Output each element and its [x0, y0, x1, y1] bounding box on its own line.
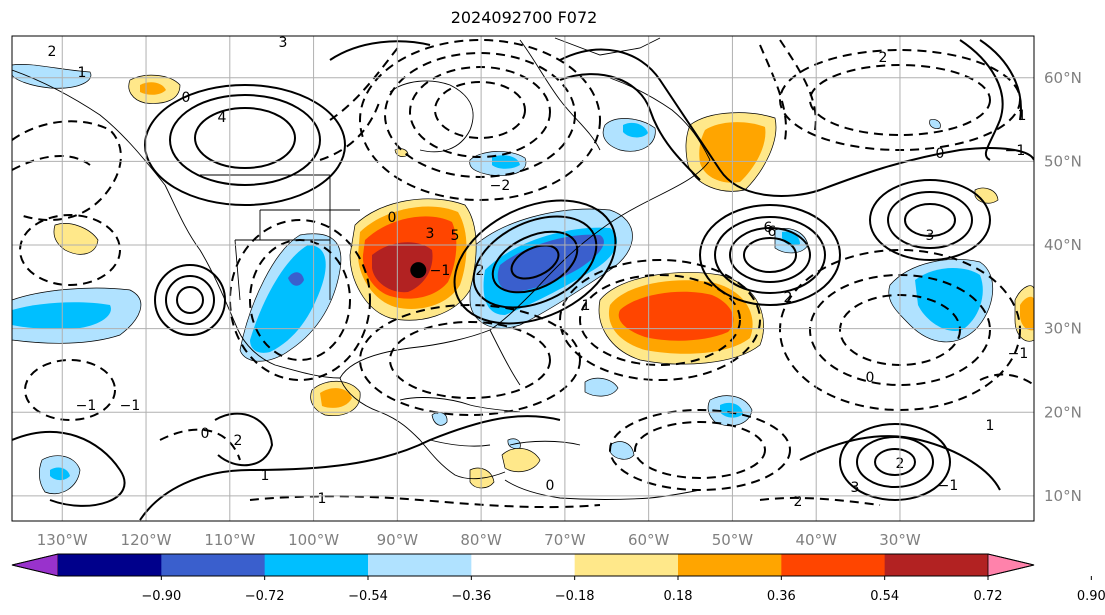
contour-value-label: 2: [784, 290, 793, 306]
contour-value-label: 3: [426, 226, 435, 242]
latitude-label: 20°N: [1044, 403, 1082, 421]
colorbar-tick-label: 0.36: [767, 589, 796, 604]
contour-value-label: −1: [76, 398, 97, 414]
contour-value-label: −1: [938, 478, 959, 494]
contour-value-label: 1: [986, 418, 995, 434]
solid-contours: [12, 39, 1034, 521]
colorbar-tick-label: −0.72: [245, 589, 285, 604]
contour-value-label: 1: [1018, 108, 1027, 124]
longitude-label: 50°W: [712, 531, 754, 549]
colorbar-tick-label: 0.72: [974, 589, 1003, 604]
storm-center-marker: [410, 262, 427, 279]
contour-value-label: −1: [120, 398, 141, 414]
map-frame: [11, 35, 1035, 522]
colorbar-segment: [368, 554, 472, 576]
latitude-label: 30°N: [1044, 320, 1082, 338]
colorbar-tick-label: 0.90: [1077, 589, 1105, 604]
colorbar-tick-label: −0.54: [348, 589, 388, 604]
longitude-labels: 130°W 120°W 110°W 100°W 90°W 80°W 70°W 60°W 50°W…: [37, 531, 921, 549]
contour-value-label: 2: [476, 263, 485, 279]
colorbar-tick-label: 0.18: [664, 589, 693, 604]
colorbar-tick-label: 0.54: [870, 589, 899, 604]
longitude-label: 130°W: [37, 531, 88, 549]
colorbar-segment: [58, 554, 162, 576]
latitude-label: 10°N: [1044, 487, 1082, 505]
colorbar-outline: [11, 553, 1035, 577]
contour-value-label: −1: [1008, 346, 1029, 362]
contour-value-label: 0: [866, 370, 875, 386]
contour-value-label: 0: [546, 478, 555, 494]
contour-value-label: 4: [218, 110, 227, 126]
latitude-label: 40°N: [1044, 236, 1082, 254]
longitude-label: 60°W: [628, 531, 670, 549]
colorbar-segment: [678, 554, 782, 576]
contour-value-label: 2: [879, 50, 888, 66]
latitude-labels: 60°N 50°N 40°N 30°N 20°N 10°N: [1044, 69, 1082, 505]
colorbar-tick-labels: −0.90 −0.72 −0.54 −0.36 −0.18 0.18 0.36 0.54 0.7…: [141, 576, 1105, 604]
positive-anomaly-extreme: [372, 242, 433, 293]
colorbar-tick-label: −0.18: [555, 589, 595, 604]
contour-value-label: 3: [851, 480, 860, 496]
colorbar-segment: [471, 554, 576, 576]
contour-value-label: 2: [794, 494, 803, 510]
colorbar-segment: [574, 554, 679, 576]
contour-value-label: 6: [768, 224, 777, 240]
colorbar-extend-min: [11, 553, 59, 577]
longitude-label: 120°W: [121, 531, 172, 549]
coastlines: [12, 37, 711, 500]
contour-value-label: 0: [182, 90, 191, 106]
contour-value-label: −1: [1005, 143, 1026, 159]
plot-title: 2024092700 F072: [450, 8, 598, 27]
longitude-label: 70°W: [544, 531, 586, 549]
contour-value-label: 0: [936, 146, 945, 162]
longitude-label: 100°W: [288, 531, 339, 549]
latitude-label: 50°N: [1044, 152, 1082, 170]
colorbar-tick-label: −0.90: [141, 589, 181, 604]
contour-value-label: 1: [78, 65, 87, 81]
colorbar: [11, 553, 1035, 577]
longitude-label: 30°W: [879, 531, 921, 549]
contour-value-label: 0: [388, 210, 397, 226]
contour-value-label: 2: [48, 44, 57, 60]
longitude-label: 110°W: [204, 531, 255, 549]
longitude-label: 40°W: [795, 531, 837, 549]
contour-value-label: 1: [582, 298, 591, 314]
colorbar-segment: [161, 554, 266, 576]
colorbar-tick-label: −0.36: [451, 589, 491, 604]
contour-value-label: 5: [451, 228, 460, 244]
contour-value-label: 0: [201, 426, 210, 442]
contour-value-label: 3: [926, 228, 935, 244]
contour-value-label: −1: [430, 263, 451, 279]
contour-value-label: 6: [764, 220, 773, 236]
colorbar-extend-max: [987, 553, 1035, 577]
contour-value-label: 1: [318, 491, 327, 507]
colorbar-segment: [884, 554, 989, 576]
longitude-label: 80°W: [460, 531, 502, 549]
gridlines: [12, 36, 1034, 521]
contour-value-label: 3: [279, 35, 288, 51]
colorbar-segment: [781, 554, 886, 576]
colorbar-segment: [264, 554, 369, 576]
contour-value-label: 2: [234, 433, 243, 449]
contour-value-label: −2: [490, 178, 511, 194]
longitude-label: 90°W: [377, 531, 419, 549]
anomaly-field: [12, 37, 1034, 521]
contour-value-label: 1: [261, 468, 270, 484]
latitude-label: 60°N: [1044, 69, 1082, 87]
